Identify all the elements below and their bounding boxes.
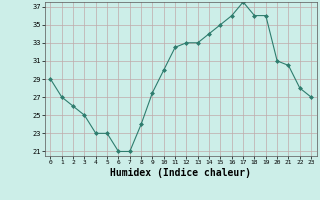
X-axis label: Humidex (Indice chaleur): Humidex (Indice chaleur) [110,168,251,178]
